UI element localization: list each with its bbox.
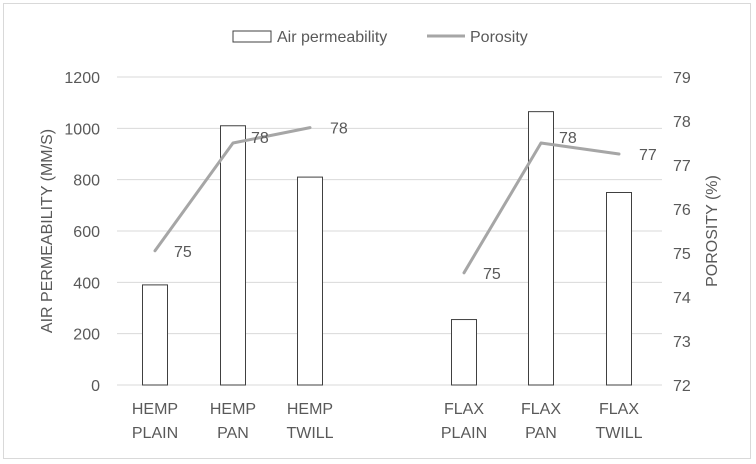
legend-label-porosity: Porosity <box>470 29 528 46</box>
x-tick-label: TWILL <box>595 425 642 442</box>
y-tick-label: 600 <box>73 224 100 241</box>
gridlines <box>117 76 662 386</box>
x-tick-label: PAN <box>217 425 249 442</box>
porosity-data-label: 78 <box>559 130 577 147</box>
bar <box>220 125 246 386</box>
porosity-line-segment <box>153 126 312 253</box>
porosity-data-label: 75 <box>483 266 501 283</box>
y2-tick-label: 77 <box>673 158 691 175</box>
y-tick-label: 0 <box>91 378 100 395</box>
y2-tick-label: 78 <box>673 114 691 131</box>
y-axis-left-ticks: 0 200 400 600 800 1000 1200 <box>64 70 100 395</box>
x-axis-ticks: HEMP PLAIN HEMP PAN HEMP TWILL FLAX PLAIN FLAX PA… <box>132 401 643 442</box>
bar <box>142 284 168 386</box>
y2-tick-label: 76 <box>673 202 691 219</box>
bar <box>606 192 632 386</box>
y-tick-label: 800 <box>73 173 100 190</box>
y-axis-right-ticks: 72 73 74 75 76 77 78 79 <box>673 70 691 395</box>
y-tick-label: 400 <box>73 275 100 292</box>
y-tick-label: 1200 <box>64 70 100 87</box>
porosity-line-segment <box>462 141 621 275</box>
y2-tick-label: 72 <box>673 378 691 395</box>
porosity-data-label: 75 <box>174 244 192 261</box>
bar <box>297 176 323 386</box>
line-series: 75 78 78 75 78 77 <box>153 121 657 283</box>
x-tick-label: TWILL <box>286 425 333 442</box>
x-tick-label: FLAX <box>521 401 561 418</box>
bar <box>528 111 554 386</box>
x-tick-label: PLAIN <box>441 425 487 442</box>
x-tick-label: FLAX <box>444 401 484 418</box>
legend-label-air-permeability: Air permeability <box>277 29 387 46</box>
y2-tick-label: 74 <box>673 290 691 307</box>
y2-tick-label: 73 <box>673 334 691 351</box>
y-tick-label: 200 <box>73 327 100 344</box>
y-axis-title: AIR PERMEABILITY (MM/S) <box>39 129 56 333</box>
x-tick-label: HEMP <box>210 401 256 418</box>
legend-swatch-air-permeability <box>232 30 272 43</box>
y2-tick-label: 79 <box>673 70 691 87</box>
x-tick-label: PAN <box>525 425 557 442</box>
bar <box>451 319 477 386</box>
x-tick-label: PLAIN <box>132 425 178 442</box>
bar-series <box>142 111 632 386</box>
x-tick-label: HEMP <box>132 401 178 418</box>
y-tick-label: 1000 <box>64 121 100 138</box>
y2-axis-title: POROSITY (%) <box>704 175 721 287</box>
porosity-data-label: 77 <box>639 147 657 164</box>
y2-tick-label: 75 <box>673 246 691 263</box>
porosity-data-label: 78 <box>330 121 348 138</box>
x-tick-label: HEMP <box>287 401 333 418</box>
porosity-data-label: 78 <box>251 130 269 147</box>
legend: Air permeability Porosity <box>232 29 528 46</box>
x-tick-label: FLAX <box>599 401 639 418</box>
